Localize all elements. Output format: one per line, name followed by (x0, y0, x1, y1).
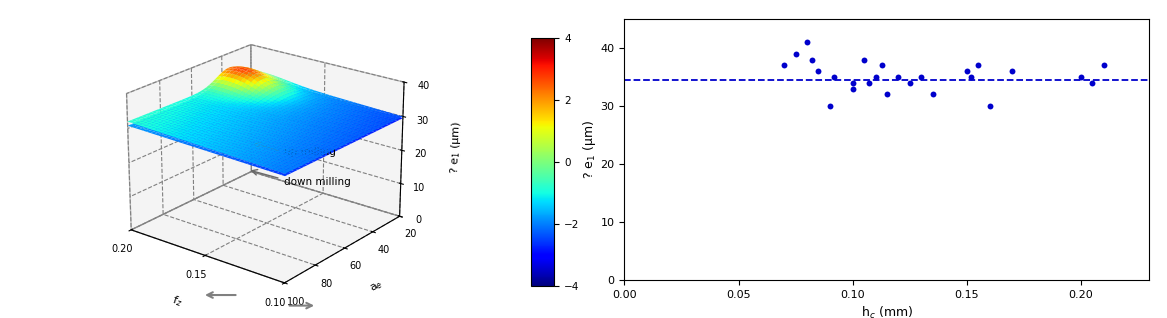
Point (980, 103, 999, 108)
Point (854, 57, 873, 62)
Point (825, 74, 844, 80)
Point (1071, 74, 1090, 80)
Point (798, 40, 817, 45)
Point (775, 63, 794, 68)
Point (859, 80, 878, 85)
Point (1083, 80, 1102, 85)
X-axis label: f$_z$: f$_z$ (170, 293, 184, 309)
Point (923, 92, 942, 97)
Point (844, 86, 862, 91)
Point (787, 51, 805, 56)
Y-axis label: a$_e$: a$_e$ (369, 278, 386, 295)
Text: down milling: down milling (284, 177, 350, 187)
Point (957, 69, 976, 74)
Point (873, 63, 892, 68)
Point (809, 69, 827, 74)
Y-axis label: ? e$_1$ (μm): ? e$_1$ (μm) (581, 120, 598, 179)
Point (889, 74, 908, 80)
Point (878, 92, 896, 97)
Point (1095, 63, 1113, 68)
Point (820, 103, 839, 108)
Point (969, 63, 987, 68)
Point (802, 57, 820, 62)
Point (866, 74, 885, 80)
Point (844, 80, 862, 85)
Text: up milling: up milling (284, 147, 336, 156)
X-axis label: h$_c$ (mm): h$_c$ (mm) (861, 305, 913, 318)
Point (962, 74, 980, 80)
Point (901, 80, 920, 85)
Point (911, 74, 930, 80)
Point (1004, 69, 1022, 74)
